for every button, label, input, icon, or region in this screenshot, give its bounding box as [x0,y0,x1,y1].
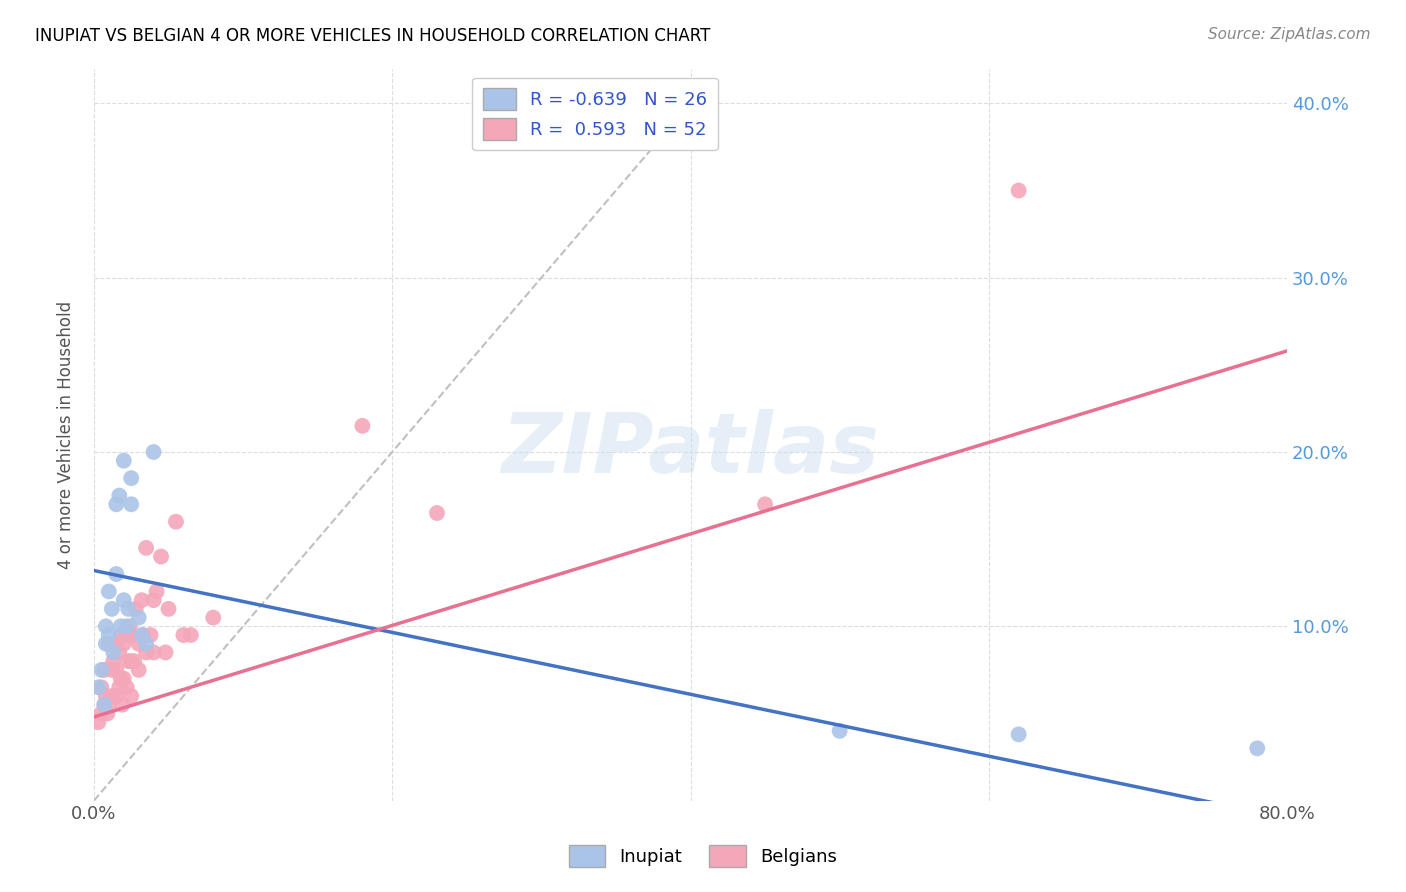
Point [105,497,128,511]
Point [105,567,128,582]
Point [139,628,162,642]
Point [426,506,449,520]
Point [112,637,135,651]
Point [172,628,194,642]
Text: Source: ZipAtlas.com: Source: ZipAtlas.com [1208,27,1371,42]
Point [754,497,776,511]
Point [105,637,128,651]
Point [94,619,117,633]
Text: ZIPatlas: ZIPatlas [502,409,879,490]
Point [157,602,180,616]
Point [93,663,115,677]
Point [93,698,115,712]
Point [150,549,173,564]
Point [101,689,124,703]
Point [108,489,131,503]
Point [115,628,138,642]
Point [117,602,139,616]
Point [103,645,125,659]
Point [142,593,165,607]
Point [125,602,148,616]
Point [122,654,145,668]
Point [108,645,131,659]
Point [120,689,142,703]
Point [105,663,128,677]
Point [135,637,157,651]
Point [105,689,128,703]
Point [108,681,131,695]
Point [110,672,132,686]
Point [87,715,110,730]
Point [96,706,118,721]
Point [120,628,142,642]
Point [145,584,167,599]
Point [142,445,165,459]
Point [97,637,120,651]
Point [135,541,157,555]
Point [101,663,124,677]
Point [103,654,125,668]
Point [202,610,225,624]
Point [112,453,135,467]
Point [180,628,202,642]
Point [131,593,153,607]
Point [1246,741,1268,756]
Point [828,723,851,738]
Point [128,637,150,651]
Point [90,663,112,677]
Y-axis label: 4 or more Vehicles in Household: 4 or more Vehicles in Household [58,301,75,568]
Point [352,418,374,433]
Point [110,628,132,642]
Point [1007,727,1029,741]
Point [1007,184,1029,198]
Point [97,584,120,599]
Point [118,619,141,633]
Point [87,681,110,695]
Point [97,698,120,712]
Point [132,628,155,642]
Point [97,628,120,642]
Point [155,645,177,659]
Point [120,497,142,511]
Point [93,698,115,712]
Legend: Inupiat, Belgians: Inupiat, Belgians [562,838,844,874]
Point [135,645,157,659]
Text: INUPIAT VS BELGIAN 4 OR MORE VEHICLES IN HOUSEHOLD CORRELATION CHART: INUPIAT VS BELGIAN 4 OR MORE VEHICLES IN… [35,27,710,45]
Point [128,663,150,677]
Point [112,672,135,686]
Point [131,628,153,642]
Point [111,698,134,712]
Point [110,619,132,633]
Point [142,645,165,659]
Point [90,706,112,721]
Legend: R = -0.639   N = 26, R =  0.593   N = 52: R = -0.639 N = 26, R = 0.593 N = 52 [472,78,718,151]
Point [94,689,117,703]
Point [94,637,117,651]
Point [101,602,124,616]
Point [128,610,150,624]
Point [120,654,142,668]
Point [115,681,138,695]
Point [112,593,135,607]
Point [90,681,112,695]
Point [115,619,138,633]
Point [117,654,139,668]
Point [165,515,187,529]
Point [120,471,142,485]
